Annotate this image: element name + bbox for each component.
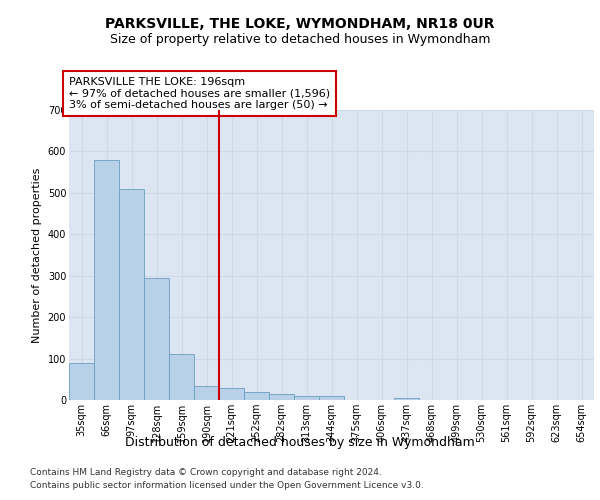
Bar xyxy=(394,398,419,400)
Text: Contains HM Land Registry data © Crown copyright and database right 2024.: Contains HM Land Registry data © Crown c… xyxy=(30,468,382,477)
Bar xyxy=(319,396,344,400)
Text: PARKSVILLE, THE LOKE, WYMONDHAM, NR18 0UR: PARKSVILLE, THE LOKE, WYMONDHAM, NR18 0U… xyxy=(105,18,495,32)
Bar xyxy=(119,188,144,400)
Bar xyxy=(94,160,119,400)
Text: Distribution of detached houses by size in Wymondham: Distribution of detached houses by size … xyxy=(125,436,475,449)
Bar xyxy=(169,354,194,400)
Bar xyxy=(194,386,219,400)
Bar xyxy=(144,278,169,400)
Bar xyxy=(69,362,94,400)
Text: Contains public sector information licensed under the Open Government Licence v3: Contains public sector information licen… xyxy=(30,482,424,490)
Text: PARKSVILLE THE LOKE: 196sqm
← 97% of detached houses are smaller (1,596)
3% of s: PARKSVILLE THE LOKE: 196sqm ← 97% of det… xyxy=(69,77,330,110)
Bar xyxy=(269,394,294,400)
Y-axis label: Number of detached properties: Number of detached properties xyxy=(32,168,42,342)
Bar xyxy=(294,396,319,400)
Text: Size of property relative to detached houses in Wymondham: Size of property relative to detached ho… xyxy=(110,32,490,46)
Bar xyxy=(244,392,269,400)
Bar xyxy=(219,388,244,400)
